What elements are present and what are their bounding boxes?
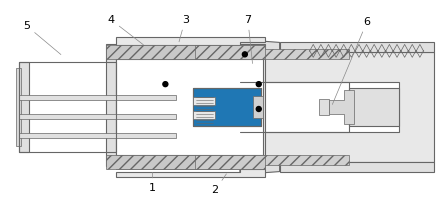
Bar <box>193 111 215 119</box>
Bar <box>20 114 176 119</box>
Bar <box>193 88 261 126</box>
Bar <box>16 68 21 146</box>
Bar <box>240 82 399 132</box>
Circle shape <box>256 107 261 111</box>
Circle shape <box>256 82 261 87</box>
Text: 1: 1 <box>149 172 156 193</box>
Text: 5: 5 <box>23 21 61 55</box>
Bar <box>116 155 265 169</box>
Bar <box>193 88 261 126</box>
Text: 4: 4 <box>107 15 143 45</box>
Polygon shape <box>329 90 354 124</box>
Text: 3: 3 <box>179 15 189 42</box>
Text: 7: 7 <box>244 15 253 64</box>
Bar <box>240 49 349 59</box>
Bar <box>319 99 329 115</box>
Bar <box>20 62 116 152</box>
Polygon shape <box>240 39 280 52</box>
Polygon shape <box>106 45 265 166</box>
Polygon shape <box>106 155 195 169</box>
Circle shape <box>163 82 168 87</box>
Polygon shape <box>116 169 265 177</box>
Bar <box>20 133 176 138</box>
Bar <box>20 95 176 100</box>
Polygon shape <box>280 162 434 172</box>
Text: 6: 6 <box>333 16 371 104</box>
Bar <box>240 155 349 165</box>
Polygon shape <box>106 45 195 59</box>
Polygon shape <box>195 110 258 124</box>
Polygon shape <box>240 52 434 162</box>
Bar <box>116 45 265 59</box>
Bar <box>253 96 263 118</box>
Polygon shape <box>116 166 265 169</box>
Polygon shape <box>240 162 280 175</box>
Text: 2: 2 <box>211 174 226 195</box>
Bar <box>116 59 263 155</box>
Polygon shape <box>195 92 258 106</box>
Circle shape <box>242 52 247 57</box>
Polygon shape <box>116 37 265 45</box>
Bar <box>20 62 29 152</box>
Polygon shape <box>116 45 265 48</box>
Polygon shape <box>280 42 434 52</box>
Bar <box>193 97 215 105</box>
Bar <box>106 52 116 162</box>
Bar <box>349 88 399 126</box>
